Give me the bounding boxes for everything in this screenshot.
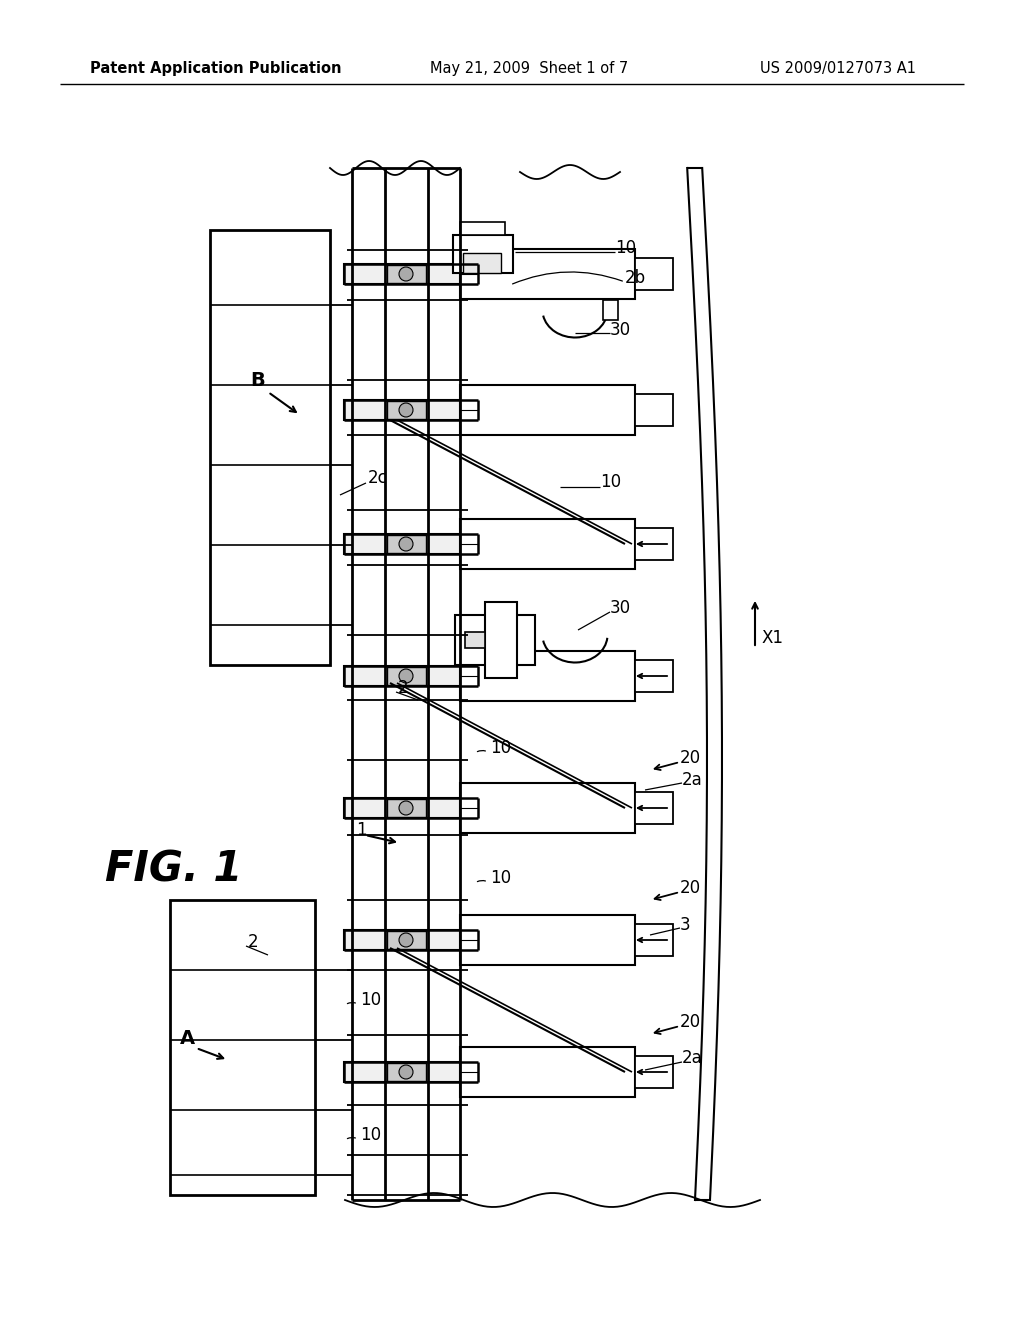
- Bar: [635, 792, 673, 824]
- Text: 20: 20: [680, 748, 701, 767]
- Text: 10: 10: [490, 869, 511, 887]
- Text: 10: 10: [360, 991, 381, 1008]
- Bar: [387, 931, 426, 949]
- Bar: [453, 235, 513, 273]
- Bar: [635, 257, 673, 290]
- Bar: [465, 632, 485, 648]
- Bar: [603, 300, 618, 319]
- Text: 20: 20: [680, 879, 701, 898]
- Text: 1: 1: [356, 821, 367, 840]
- Bar: [635, 1056, 673, 1088]
- Bar: [344, 931, 478, 950]
- Bar: [344, 799, 478, 818]
- Bar: [344, 400, 478, 420]
- Bar: [460, 783, 635, 833]
- Text: 2a: 2a: [682, 1049, 702, 1067]
- Circle shape: [399, 1065, 413, 1078]
- Circle shape: [399, 267, 413, 281]
- Bar: [635, 660, 673, 692]
- Bar: [455, 615, 535, 665]
- Bar: [387, 1063, 426, 1081]
- Bar: [344, 535, 478, 554]
- Bar: [387, 265, 426, 282]
- Bar: [344, 667, 478, 686]
- Bar: [344, 1063, 478, 1082]
- Bar: [387, 401, 426, 418]
- Text: May 21, 2009  Sheet 1 of 7: May 21, 2009 Sheet 1 of 7: [430, 61, 629, 75]
- Text: 2: 2: [248, 933, 259, 950]
- Text: 2: 2: [398, 678, 409, 697]
- Text: B: B: [250, 371, 265, 389]
- Circle shape: [399, 933, 413, 946]
- Text: 10: 10: [490, 739, 511, 756]
- Text: 2b: 2b: [625, 269, 646, 286]
- Bar: [460, 385, 635, 436]
- Bar: [635, 924, 673, 956]
- Text: X1: X1: [762, 630, 784, 647]
- Bar: [387, 799, 426, 817]
- Circle shape: [399, 801, 413, 814]
- Bar: [460, 519, 635, 569]
- Bar: [485, 602, 517, 678]
- Bar: [387, 667, 426, 685]
- Bar: [460, 651, 635, 701]
- Bar: [463, 253, 501, 273]
- Text: 3: 3: [680, 916, 690, 935]
- Text: A: A: [180, 1028, 196, 1048]
- Circle shape: [399, 403, 413, 417]
- Text: 10: 10: [600, 473, 622, 491]
- Bar: [460, 915, 635, 965]
- Bar: [460, 222, 505, 235]
- Text: FIG. 1: FIG. 1: [105, 849, 243, 891]
- Text: 2a: 2a: [682, 771, 702, 789]
- Bar: [210, 230, 330, 665]
- Text: 20: 20: [680, 1012, 701, 1031]
- Text: 10: 10: [615, 239, 636, 257]
- Bar: [460, 249, 635, 300]
- Text: Patent Application Publication: Patent Application Publication: [90, 61, 341, 75]
- Bar: [460, 1047, 635, 1097]
- Circle shape: [399, 537, 413, 550]
- Circle shape: [399, 669, 413, 682]
- Text: 30: 30: [610, 321, 631, 339]
- Bar: [387, 535, 426, 553]
- Bar: [635, 393, 673, 426]
- Bar: [344, 264, 478, 284]
- Text: 10: 10: [360, 1126, 381, 1144]
- Text: 2c: 2c: [368, 469, 388, 487]
- Bar: [635, 528, 673, 560]
- Text: 30: 30: [610, 599, 631, 616]
- Text: US 2009/0127073 A1: US 2009/0127073 A1: [760, 61, 916, 75]
- Bar: [170, 900, 315, 1195]
